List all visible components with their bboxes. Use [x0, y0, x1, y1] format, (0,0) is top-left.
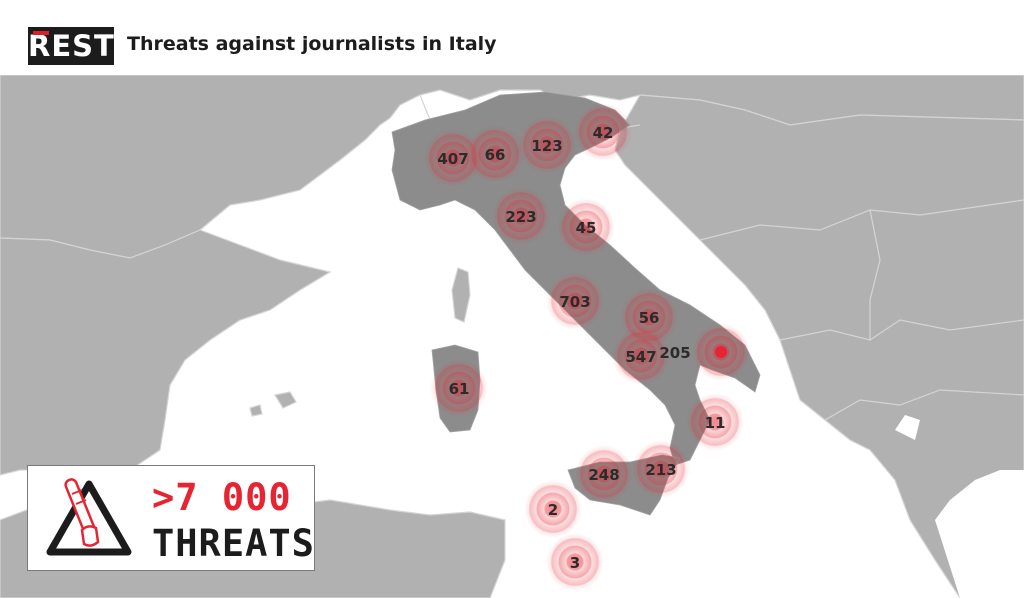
- marker-calabria-north[interactable]: 11: [686, 393, 744, 451]
- legend-box: >7 000 THREATS: [27, 465, 315, 571]
- balkan-border-2: [779, 319, 1024, 341]
- marker-count: 45: [576, 219, 597, 237]
- marker-count: 223: [505, 208, 536, 226]
- balkan-border-1: [699, 199, 1024, 241]
- marker-count: 248: [588, 466, 619, 484]
- marker-count: 61: [449, 380, 470, 398]
- greek-islands: [895, 415, 1024, 598]
- marker-glow: [686, 393, 744, 451]
- marker-glow: [518, 116, 576, 174]
- balkan-border-4: [869, 209, 881, 340]
- marker-glow: [574, 103, 632, 161]
- marker-glow: [557, 198, 615, 256]
- threat-markers: 407 66 123 42 223 45 703 56: [424, 103, 750, 591]
- marker-count: 56: [639, 309, 660, 327]
- marker-glow: [546, 272, 604, 330]
- aegean-sea: [935, 470, 1024, 598]
- marker-glow: [492, 187, 550, 245]
- corsica-island: [451, 267, 471, 323]
- balkans-land: [614, 94, 1024, 598]
- marker-apulia[interactable]: 205: [659, 323, 750, 381]
- balearic-island-1: [274, 391, 297, 409]
- marker-count: 42: [593, 124, 614, 142]
- logo-accent: [33, 31, 49, 35]
- balkan-border-3: [824, 389, 1024, 421]
- marker-sicily-east[interactable]: 213: [632, 440, 690, 498]
- marker-sea-2[interactable]: 3: [546, 533, 604, 591]
- marker-glow: [612, 327, 670, 385]
- marker-sicily-west[interactable]: 248: [575, 445, 633, 503]
- marker-campania[interactable]: 547: [612, 327, 670, 385]
- map-title: Threats against journalists in Italy: [127, 33, 497, 55]
- marker-count: 205: [659, 344, 690, 362]
- marker-lombardy-west[interactable]: 66: [466, 125, 524, 183]
- marker-glow: [546, 533, 604, 591]
- marker-glow: [424, 129, 482, 187]
- rest-logo[interactable]: REST: [28, 27, 114, 65]
- marker-emilia[interactable]: 223: [492, 187, 550, 245]
- marker-glow: [430, 359, 488, 417]
- marker-count: 3: [570, 554, 580, 572]
- marker-count: 407: [437, 150, 468, 168]
- marker-piedmont[interactable]: 407: [424, 129, 482, 187]
- marker-count: 547: [625, 348, 656, 366]
- marker-count: 11: [705, 414, 726, 432]
- marker-count: 213: [645, 461, 676, 479]
- marker-glow: [466, 125, 524, 183]
- marker-count: 123: [531, 137, 562, 155]
- baton-warning-icon: [46, 478, 132, 556]
- ionian-gulf: [895, 415, 920, 440]
- header: REST Threats against journalists in Ital…: [0, 0, 1024, 75]
- marker-sea-1[interactable]: 2: [524, 480, 582, 538]
- marker-lazio[interactable]: 703: [546, 272, 604, 330]
- marker-glow: [575, 445, 633, 503]
- marker-count: 703: [559, 293, 590, 311]
- threat-total: >7 000: [152, 476, 292, 519]
- marker-sardinia[interactable]: 61: [430, 359, 488, 417]
- marker-veneto[interactable]: 123: [518, 116, 576, 174]
- balearic-island-2: [249, 404, 263, 417]
- marker-friuli[interactable]: 42: [574, 103, 632, 161]
- marker-marche[interactable]: 45: [557, 198, 615, 256]
- marker-dot: [715, 346, 727, 358]
- threat-label: THREATS: [152, 522, 315, 565]
- marker-count: 66: [485, 146, 506, 164]
- marker-count: 2: [548, 501, 558, 519]
- marker-glow: [632, 440, 690, 498]
- marker-glow: [524, 480, 582, 538]
